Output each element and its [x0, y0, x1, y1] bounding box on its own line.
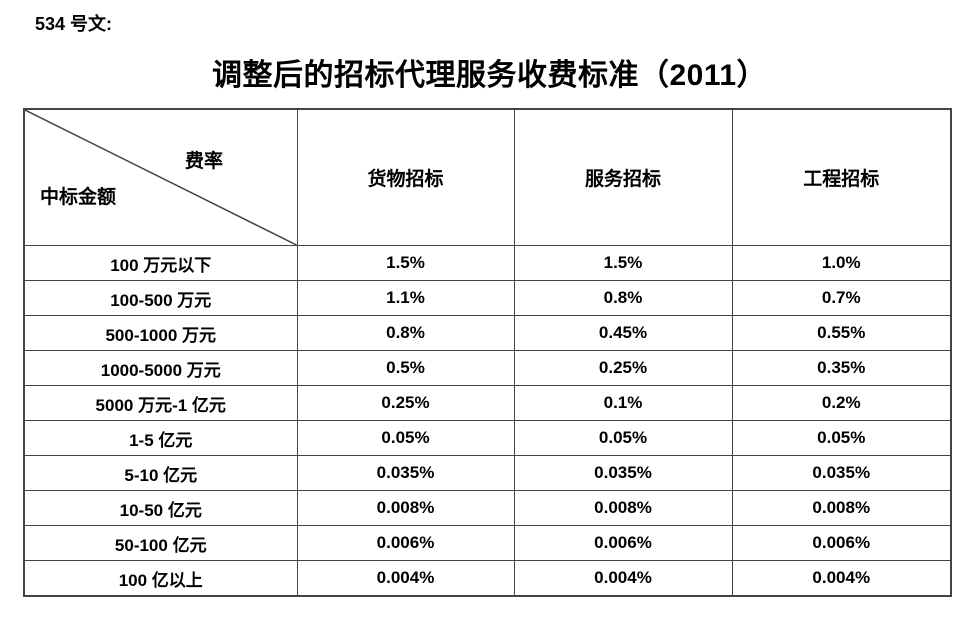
service-rate-cell: 0.035% — [513, 455, 733, 491]
goods-rate-cell: 0.8% — [296, 315, 515, 351]
goods-rate-cell: 0.25% — [296, 385, 515, 421]
goods-rate-cell: 1.5% — [296, 245, 515, 281]
service-rate-cell: 0.8% — [513, 280, 733, 316]
goods-rate-cell: 0.035% — [296, 455, 515, 491]
works-rate-cell: 0.035% — [731, 455, 952, 491]
goods-rate-cell: 0.004% — [296, 560, 515, 597]
works-rate-cell: 0.006% — [731, 525, 952, 561]
goods-rate-cell: 1.1% — [296, 280, 515, 316]
amount-range-cell: 100-500 万元 — [23, 280, 298, 316]
service-rate-cell: 0.05% — [513, 420, 733, 456]
col-header-goods-bidding: 货物招标 — [296, 108, 515, 246]
table-row: 50-100 亿元 0.006% 0.006% 0.006% — [23, 525, 952, 561]
table-row: 100 亿以上 0.004% 0.004% 0.004% — [23, 560, 952, 597]
service-rate-cell: 0.45% — [513, 315, 733, 351]
works-rate-cell: 0.05% — [731, 420, 952, 456]
works-rate-cell: 0.55% — [731, 315, 952, 351]
works-rate-cell: 0.2% — [731, 385, 952, 421]
diagonal-line — [25, 110, 297, 245]
amount-range-cell: 5000 万元-1 亿元 — [23, 385, 298, 421]
table-row: 1-5 亿元 0.05% 0.05% 0.05% — [23, 420, 952, 456]
service-rate-cell: 1.5% — [513, 245, 733, 281]
amount-range-cell: 500-1000 万元 — [23, 315, 298, 351]
amount-range-cell: 10-50 亿元 — [23, 490, 298, 526]
amount-range-cell: 100 万元以下 — [23, 245, 298, 281]
service-rate-cell: 0.004% — [513, 560, 733, 597]
table-row: 500-1000 万元 0.8% 0.45% 0.55% — [23, 315, 952, 351]
works-rate-cell: 0.35% — [731, 350, 952, 386]
table-row: 5-10 亿元 0.035% 0.035% 0.035% — [23, 455, 952, 491]
amount-range-cell: 1000-5000 万元 — [23, 350, 298, 386]
goods-rate-cell: 0.5% — [296, 350, 515, 386]
service-rate-cell: 0.1% — [513, 385, 733, 421]
fee-table-body: 100 万元以下 1.5% 1.5% 1.0% 100-500 万元 1.1% … — [23, 245, 952, 597]
col-header-service-bidding: 服务招标 — [513, 108, 733, 246]
amount-range-cell: 100 亿以上 — [23, 560, 298, 597]
goods-rate-cell: 0.006% — [296, 525, 515, 561]
service-rate-cell: 0.008% — [513, 490, 733, 526]
corner-label-amount: 中标金额 — [40, 187, 117, 208]
works-rate-cell: 0.7% — [731, 280, 952, 316]
header-row: 费率 中标金额 货物招标 服务招标 工程招标 — [23, 108, 952, 246]
goods-rate-cell: 0.008% — [296, 490, 515, 526]
service-rate-cell: 0.006% — [513, 525, 733, 561]
works-rate-cell: 0.004% — [731, 560, 952, 597]
service-rate-cell: 0.25% — [513, 350, 733, 386]
corner-header-cell: 费率 中标金额 — [23, 108, 298, 246]
table-row: 100-500 万元 1.1% 0.8% 0.7% — [23, 280, 952, 316]
goods-rate-cell: 0.05% — [296, 420, 515, 456]
amount-range-cell: 50-100 亿元 — [23, 525, 298, 561]
works-rate-cell: 0.008% — [731, 490, 952, 526]
table-row: 10-50 亿元 0.008% 0.008% 0.008% — [23, 490, 952, 526]
table-row: 100 万元以下 1.5% 1.5% 1.0% — [23, 245, 952, 281]
page-title: 调整后的招标代理服务收费标准（2011） — [211, 59, 768, 92]
fee-table: 费率 中标金额 货物招标 服务招标 工程招标 100 万元以下 1.5% 1.5… — [23, 108, 952, 597]
amount-range-cell: 5-10 亿元 — [23, 455, 298, 491]
col-header-works-bidding: 工程招标 — [731, 108, 952, 246]
table-row: 5000 万元-1 亿元 0.25% 0.1% 0.2% — [23, 385, 952, 421]
table-row: 1000-5000 万元 0.5% 0.25% 0.35% — [23, 350, 952, 386]
amount-range-cell: 1-5 亿元 — [23, 420, 298, 456]
doc-number-label: 534 号文: — [35, 14, 113, 34]
works-rate-cell: 1.0% — [731, 245, 952, 281]
corner-label-rate: 费率 — [185, 151, 224, 172]
